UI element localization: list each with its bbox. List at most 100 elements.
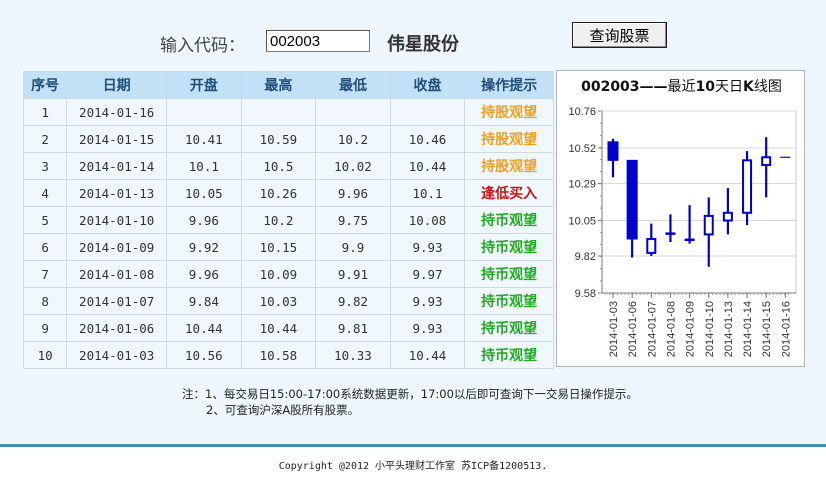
cell-high: 10.26 — [240, 179, 317, 207]
cell-date: 2014-01-06 — [66, 314, 168, 342]
cell-date: 2014-01-10 — [66, 206, 168, 234]
candle — [761, 137, 772, 198]
cell-date: 2014-01-08 — [66, 260, 168, 288]
cell-open: 9.92 — [166, 233, 242, 261]
x-tick-label: 2014-01-07 — [646, 301, 658, 357]
table-row: 7 2014-01-08 9.96 10.09 9.91 9.97 持币观望 — [22, 260, 554, 288]
x-tick-label: 2014-01-03 — [608, 301, 620, 357]
note-line-2: 2、可查询沪深A股所有股票。 — [206, 403, 360, 417]
cell-no: 10 — [22, 341, 68, 369]
footer: Copyright @2012 小平头理财工作室 苏ICP备1200513. — [0, 447, 826, 485]
candle — [646, 223, 657, 256]
candle — [684, 205, 695, 244]
kline-chart: 10.76 10.52 10.29 10.05 9.82 9.58 2014-01-03 20… — [556, 70, 805, 367]
table-header-row: 序号 日期 开盘 最高 最低 收盘 操作提示 — [22, 71, 554, 99]
table-row: 8 2014-01-07 9.84 10.03 9.82 9.93 持币观望 — [22, 287, 554, 315]
y-tick-label: 10.76 — [568, 106, 596, 118]
chart-title-text: 线图 — [753, 79, 782, 95]
cell-open: 9.84 — [166, 287, 242, 315]
table-row: 10 2014-01-03 10.56 10.58 10.33 10.44 持币观望 — [22, 341, 554, 369]
table-row: 4 2014-01-13 10.05 10.26 9.96 10.1 逢低买入 — [22, 179, 554, 207]
candle — [607, 138, 619, 178]
y-tick-label: 10.05 — [568, 216, 596, 228]
cell-low: 10.2 — [315, 125, 391, 153]
cell-date: 2014-01-16 — [66, 98, 168, 126]
stock-code-input[interactable] — [266, 30, 370, 52]
cell-high: 10.09 — [240, 260, 317, 288]
cell-date: 2014-01-13 — [66, 179, 168, 207]
candle — [665, 214, 676, 243]
cell-close: 9.93 — [389, 314, 466, 342]
cell-tip: 持币观望 — [464, 341, 554, 369]
cell-open: 10.44 — [166, 314, 242, 342]
cell-low: 9.75 — [315, 206, 391, 234]
x-tick-label: 2014-01-06 — [627, 301, 639, 357]
cell-high: 10.15 — [240, 233, 317, 261]
cell-no: 1 — [22, 98, 68, 126]
table-row: 3 2014-01-14 10.1 10.5 10.02 10.44 持股观望 — [22, 152, 554, 180]
code-label: 输入代码： — [160, 36, 245, 56]
cell-close: 10.46 — [389, 125, 466, 153]
table-row: 9 2014-01-06 10.44 10.44 9.81 9.93 持币观望 — [22, 314, 554, 342]
header-low: 最低 — [315, 71, 391, 99]
cell-date: 2014-01-15 — [66, 125, 168, 153]
chart-title-k: K — [743, 79, 754, 95]
candle — [703, 197, 714, 267]
cell-close: 9.93 — [389, 287, 466, 315]
cell-no: 8 — [22, 287, 68, 315]
cell-no: 2 — [22, 125, 68, 153]
search-bar: 输入代码： 伟星股份 查询股票 — [0, 22, 826, 62]
cell-tip: 持币观望 — [464, 206, 554, 234]
cell-high: 10.5 — [240, 152, 317, 180]
table-row: 2 2014-01-15 10.41 10.59 10.2 10.46 持股观望 — [22, 125, 554, 153]
y-tick-label: 9.82 — [575, 251, 596, 263]
candle — [626, 159, 638, 258]
chart-title-text: 天日 — [715, 79, 744, 95]
cell-low: 10.02 — [315, 152, 391, 180]
cell-no: 3 — [22, 152, 68, 180]
y-tick-label: 9.58 — [575, 288, 596, 300]
cell-tip: 逢低买入 — [464, 179, 554, 207]
chart-title: 002003——最近10天日K线图 — [557, 76, 806, 96]
cell-tip: 持币观望 — [464, 314, 554, 342]
candle — [742, 151, 753, 226]
chart-title-text: 最近 — [667, 79, 696, 95]
x-tick-label: 2014-01-09 — [685, 301, 697, 357]
cell-close: 10.1 — [389, 179, 466, 207]
cell-no: 4 — [22, 179, 68, 207]
cell-open: 9.96 — [166, 260, 242, 288]
cell-low: 10.33 — [315, 341, 391, 369]
header-no: 序号 — [22, 71, 68, 99]
x-tick-label: 2014-01-14 — [742, 301, 754, 357]
cell-tip: 持币观望 — [464, 287, 554, 315]
cell-no: 7 — [22, 260, 68, 288]
cell-close: 9.97 — [389, 260, 466, 288]
note-line-1: 注：1、每交易日15:00-17:00系统数据更新，17:00以后即可查询下一交… — [182, 387, 638, 401]
cell-open — [166, 98, 242, 126]
cell-low — [315, 98, 391, 126]
cell-high: 10.59 — [240, 125, 317, 153]
x-tick-label: 2014-01-16 — [780, 301, 792, 357]
table-row: 5 2014-01-10 9.96 10.2 9.75 10.08 持币观望 — [22, 206, 554, 234]
query-stock-button[interactable]: 查询股票 — [572, 22, 667, 48]
stock-name: 伟星股份 — [387, 34, 459, 55]
y-tick-label: 10.52 — [568, 143, 596, 155]
header-high: 最高 — [240, 71, 317, 99]
kline-data-table: 序号 日期 开盘 最高 最低 收盘 操作提示 1 2014-01-16 持股观望 2 2… — [22, 71, 554, 369]
cell-high: 10.03 — [240, 287, 317, 315]
copyright-text: Copyright @2012 小平头理财工作室 苏ICP备1200513. — [278, 461, 548, 472]
x-tick-label: 2014-01-10 — [704, 301, 716, 357]
cell-tip: 持股观望 — [464, 152, 554, 180]
cell-open: 10.41 — [166, 125, 242, 153]
footer-divider — [0, 444, 826, 447]
cell-no: 5 — [22, 206, 68, 234]
cell-no: 9 — [22, 314, 68, 342]
header-open: 开盘 — [166, 71, 242, 99]
x-tick-label: 2014-01-15 — [761, 301, 773, 357]
cell-close: 10.44 — [389, 341, 466, 369]
cell-date: 2014-01-14 — [66, 152, 168, 180]
main-content: 输入代码： 伟星股份 查询股票 序号 日期 开盘 最高 最低 收盘 操作提示 1… — [0, 22, 826, 417]
cell-close — [389, 98, 466, 126]
kline-chart-canvas: 10.76 10.52 10.29 10.05 9.82 9.58 2014-01-03 20… — [568, 106, 797, 357]
cell-low: 9.82 — [315, 287, 391, 315]
